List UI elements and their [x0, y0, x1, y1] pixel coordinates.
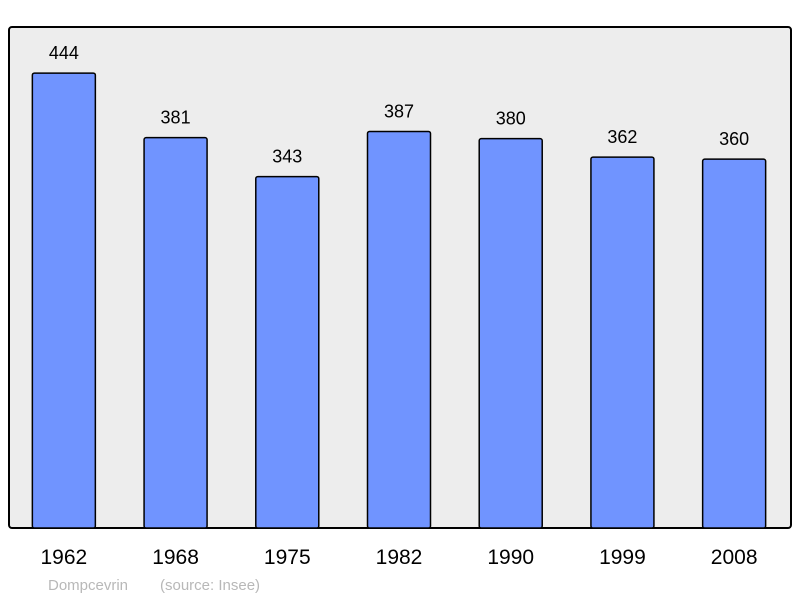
- bar-1990: [478, 137, 543, 529]
- bar-2008: [701, 158, 767, 529]
- x-tick-2008: 2008: [711, 546, 758, 569]
- data-label-1962: 444: [49, 43, 79, 63]
- data-label-1990: 380: [496, 109, 526, 129]
- bar-1999: [590, 156, 655, 529]
- data-label-1968: 381: [161, 108, 191, 128]
- footer-source: (source: Insee): [160, 577, 260, 594]
- data-label-1999: 362: [607, 127, 637, 147]
- bar-1962: [31, 72, 97, 529]
- bar-1968: [143, 136, 208, 529]
- bar-1982: [366, 130, 432, 529]
- x-tick-1975: 1975: [264, 546, 311, 569]
- data-label-2008: 360: [719, 129, 749, 149]
- data-label-1982: 387: [384, 102, 414, 122]
- x-tick-1999: 1999: [599, 546, 646, 569]
- x-tick-1990: 1990: [487, 546, 534, 569]
- data-label-1975: 343: [272, 147, 302, 167]
- bar-1975: [255, 175, 320, 529]
- x-tick-1968: 1968: [152, 546, 199, 569]
- x-tick-1962: 1962: [40, 546, 87, 569]
- footer-place: Dompcevrin: [48, 577, 128, 594]
- x-tick-1982: 1982: [376, 546, 423, 569]
